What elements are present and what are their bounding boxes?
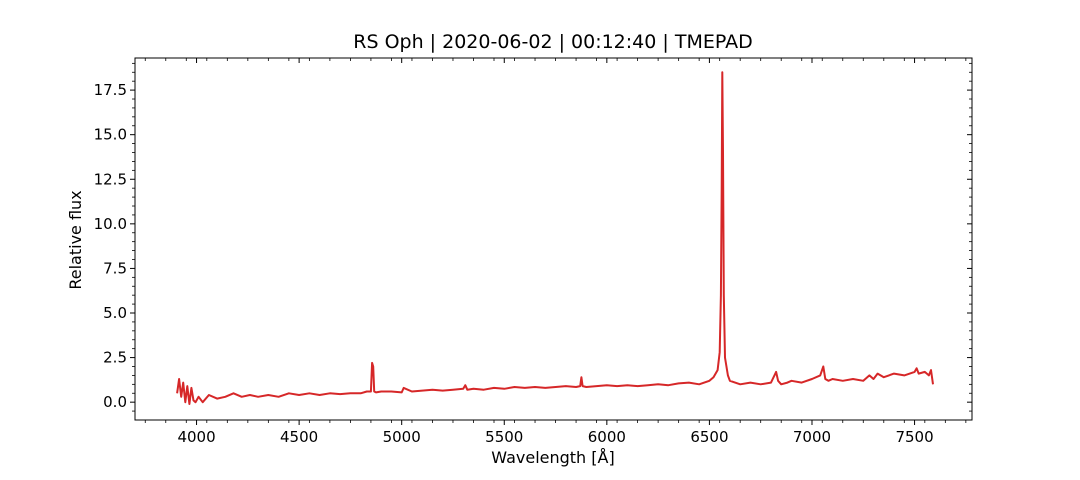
y-axis-label: Relative flux xyxy=(66,190,85,289)
x-tick-label: 7500 xyxy=(895,428,933,446)
y-tick-label: 0.0 xyxy=(103,393,127,411)
series-line xyxy=(176,71,934,405)
plot-area xyxy=(176,71,934,405)
chart-title: RS Oph | 2020-06-02 | 00:12:40 | TMEPAD xyxy=(353,31,752,53)
x-tick-label: 5000 xyxy=(383,428,421,446)
y-tick-label: 10.0 xyxy=(94,215,127,233)
x-tick-label: 4500 xyxy=(280,428,318,446)
y-tick-label: 17.5 xyxy=(94,81,127,99)
x-axis: 4000 4500 5000 5500 6000 6500 7000 7500 xyxy=(144,58,967,446)
plot-frame xyxy=(134,57,973,421)
y-tick-label: 7.5 xyxy=(103,259,127,277)
x-tick-label: 6500 xyxy=(690,428,728,446)
y-axis: 0.0 2.5 5.0 7.5 10.0 12.5 15.0 17.5 xyxy=(94,62,972,412)
y-tick-label: 12.5 xyxy=(94,170,127,188)
y-tick-label: 2.5 xyxy=(103,349,127,367)
y-tick-label: 15.0 xyxy=(94,126,127,144)
y-tick-label: 5.0 xyxy=(103,304,127,322)
x-tick-label: 4000 xyxy=(177,428,215,446)
x-axis-label: Wavelength [Å] xyxy=(491,448,614,467)
x-tick-label: 7000 xyxy=(793,428,831,446)
x-tick-label: 6000 xyxy=(588,428,626,446)
x-tick-label: 5500 xyxy=(485,428,523,446)
